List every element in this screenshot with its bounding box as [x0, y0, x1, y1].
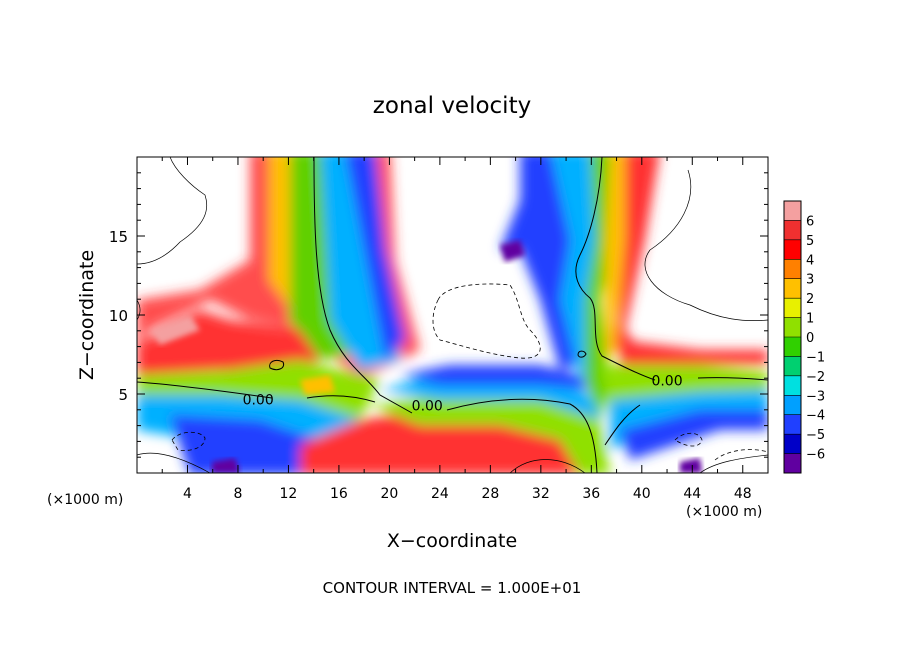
contour-line — [171, 431, 206, 451]
colorbar-tick-label: 2 — [806, 292, 814, 307]
colorbar: 6 5 4 3 2 1 0 −1 −2 −3 −4 −5 −6 — [784, 201, 825, 474]
colorbar-tick-label: −3 — [806, 389, 825, 404]
chart-title: zonal velocity — [373, 93, 531, 119]
x-tick-label: 32 — [532, 486, 550, 502]
contour-line — [137, 381, 273, 399]
contour-line — [577, 350, 587, 358]
colorbar-swatch — [784, 317, 801, 338]
colorbar-swatch — [784, 239, 801, 260]
colorbar-swatch — [784, 375, 801, 396]
field-band — [610, 390, 768, 450]
field-band — [620, 340, 768, 365]
x-tick-label: 28 — [481, 486, 499, 502]
x-axis-label: X−coordinate — [387, 530, 517, 552]
colorbar-tick-label: −4 — [806, 409, 825, 424]
x-tick-label: 4 — [183, 486, 192, 502]
contour-line — [509, 459, 586, 473]
contour-line — [674, 432, 703, 447]
x-tick-label: 24 — [431, 486, 449, 502]
colorbar-swatch — [784, 220, 801, 241]
x-tick-label: 48 — [734, 486, 752, 502]
colorbar-tick-label: 6 — [806, 214, 814, 229]
colorbar-swatch — [784, 414, 801, 435]
x-tick-label: 8 — [233, 486, 242, 502]
x-tick-label: 40 — [633, 486, 651, 502]
x-tick-label: 20 — [380, 486, 398, 502]
contour-line — [446, 398, 598, 473]
x-axis-unit-left: (×1000 m) — [47, 492, 123, 508]
field-band — [600, 365, 768, 420]
contour-line — [137, 452, 211, 473]
colorbar-swatch — [784, 453, 801, 474]
field-band — [380, 375, 600, 420]
field-band — [680, 458, 702, 473]
colorbar-tick-label: 5 — [806, 234, 814, 249]
colorbar-frame — [783, 200, 802, 474]
colorbar-swatch — [784, 201, 801, 221]
field-band — [137, 360, 380, 420]
contour-interval-note: CONTOUR INTERVAL = 1.000E+01 — [323, 579, 582, 597]
field-band — [212, 458, 240, 473]
y-tick-label: 5 — [118, 386, 128, 404]
colorbar-tick-label: 1 — [806, 312, 814, 327]
contour-line — [699, 454, 768, 473]
colorbar-swatch — [784, 395, 801, 416]
x-axis-ticks: 4 8 12 16 20 24 28 32 36 40 44 48 — [161, 157, 752, 502]
contour-line — [604, 404, 641, 446]
y-tick-label: 10 — [109, 307, 128, 325]
contour-line — [575, 157, 656, 381]
colorbar-tick-label: 4 — [806, 253, 814, 268]
contour-line — [306, 395, 376, 403]
contour-labels: 0.00 0.00 0.00 — [243, 373, 683, 415]
field-band — [615, 157, 659, 350]
contour-line — [137, 299, 141, 321]
field-band — [370, 395, 610, 473]
contour-line — [137, 157, 208, 265]
x-tick-label: 12 — [280, 486, 298, 502]
x-tick-label: 44 — [683, 486, 701, 502]
colorbar-swatch — [784, 434, 801, 455]
field-band — [170, 415, 320, 473]
contour-label: 0.00 — [651, 373, 682, 389]
colorbar-tick-label: −1 — [806, 350, 825, 365]
colorbar-tick-label: −6 — [806, 448, 825, 463]
field-band — [346, 157, 405, 360]
contour-line — [644, 169, 768, 321]
x-axis-unit-right: (×1000 m) — [686, 504, 762, 520]
velocity-field — [137, 157, 768, 473]
y-tick-label: 15 — [109, 228, 128, 246]
field-band — [500, 240, 525, 262]
colorbar-tick-label: 0 — [806, 331, 814, 346]
colorbar-tick-label: −5 — [806, 428, 825, 443]
contour-line — [697, 377, 768, 381]
colorbar-swatch — [784, 278, 801, 299]
field-band — [150, 315, 200, 345]
x-tick-label: 16 — [330, 486, 348, 502]
contour-line — [313, 157, 413, 414]
contour-lines — [137, 157, 768, 473]
contour-line — [714, 449, 768, 461]
contour-line — [432, 283, 541, 359]
contour-label: 0.00 — [243, 392, 274, 408]
x-tick-label: 36 — [582, 486, 600, 502]
colorbar-swatch — [784, 337, 801, 357]
y-axis-label: Z−coordinate — [76, 250, 98, 380]
field-band — [300, 375, 335, 395]
colorbar-swatch — [784, 259, 801, 280]
colorbar-tick-label: −2 — [806, 370, 825, 385]
field-band — [400, 365, 590, 390]
colorbar-swatch — [784, 356, 801, 377]
y-axis-ticks: 5 10 15 — [109, 172, 768, 458]
colorbar-tick-label: 3 — [806, 273, 814, 288]
contour-line — [269, 359, 285, 371]
field-band — [620, 410, 768, 460]
contour-label: 0.00 — [412, 399, 443, 415]
colorbar-swatch — [784, 298, 801, 319]
